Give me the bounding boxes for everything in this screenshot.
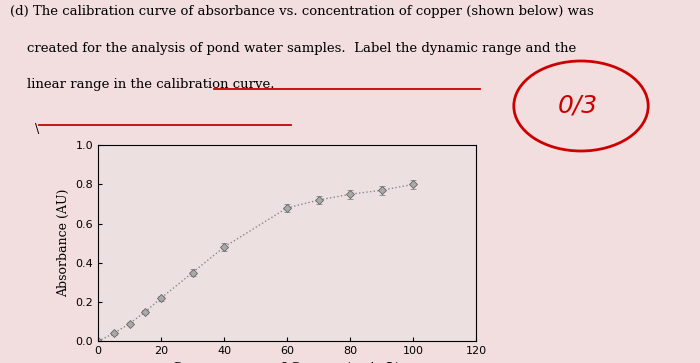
- Text: linear range in the calibration curve.: linear range in the calibration curve.: [10, 78, 275, 91]
- Text: created for the analysis of pond water samples.  Label the dynamic range and the: created for the analysis of pond water s…: [10, 42, 577, 55]
- Text: (d) The calibration curve of absorbance vs. concentration of copper (shown below: (d) The calibration curve of absorbance …: [10, 5, 594, 19]
- Text: 0/3: 0/3: [558, 94, 598, 118]
- Text: \: \: [35, 123, 43, 136]
- X-axis label: Concentraton of Copper (μg/mL): Concentraton of Copper (μg/mL): [172, 362, 402, 363]
- Y-axis label: Absorbance (AU): Absorbance (AU): [57, 189, 70, 297]
